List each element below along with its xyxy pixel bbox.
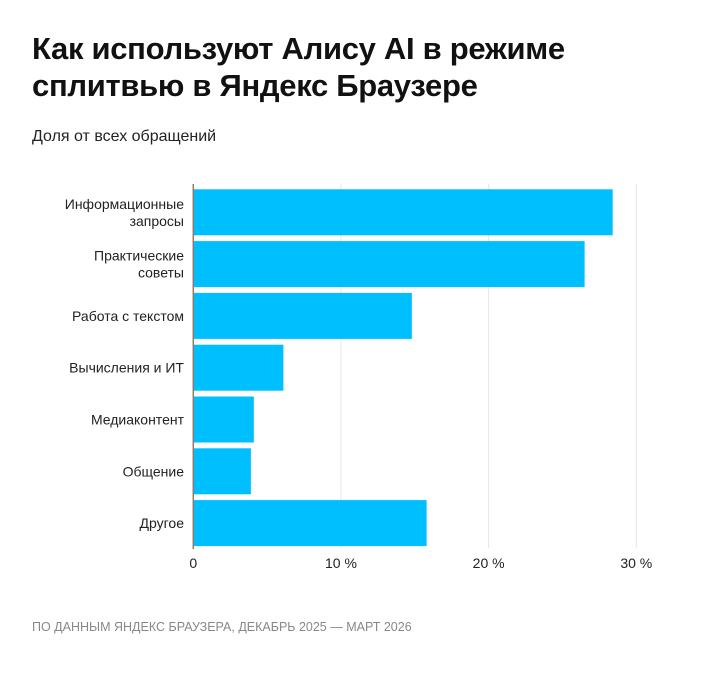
chart-title: Как используют Алису AI в режиме сплитвь…: [32, 31, 565, 103]
category-label: Практические советы: [94, 248, 184, 281]
bar: [193, 241, 585, 288]
bar: [193, 292, 412, 339]
category-label: Медиаконтент: [91, 412, 185, 428]
category-label: Вычисления и ИТ: [69, 360, 184, 376]
bar: [193, 448, 251, 495]
source-note: По данным Яндекс Браузера, декабрь 2025 …: [32, 620, 412, 634]
bar-chart: 0 10 % 20 % 30 % Информационные запросы Практи…: [65, 184, 652, 571]
category-label: Информационные запросы: [65, 196, 184, 229]
category-label: Работа с текстом: [72, 308, 184, 324]
bar: [193, 500, 427, 547]
x-tick-label: 30 %: [620, 555, 652, 571]
x-tick-label: 10 %: [325, 555, 357, 571]
chart-subtitle: Доля от всех обращений: [32, 128, 217, 145]
bar: [193, 396, 254, 443]
category-label: Общение: [123, 463, 185, 479]
category-label: Другое: [140, 515, 185, 531]
x-tick-label: 0: [189, 555, 197, 571]
bar: [193, 189, 613, 236]
x-tick-label: 20 %: [473, 555, 505, 571]
bar: [193, 344, 284, 391]
